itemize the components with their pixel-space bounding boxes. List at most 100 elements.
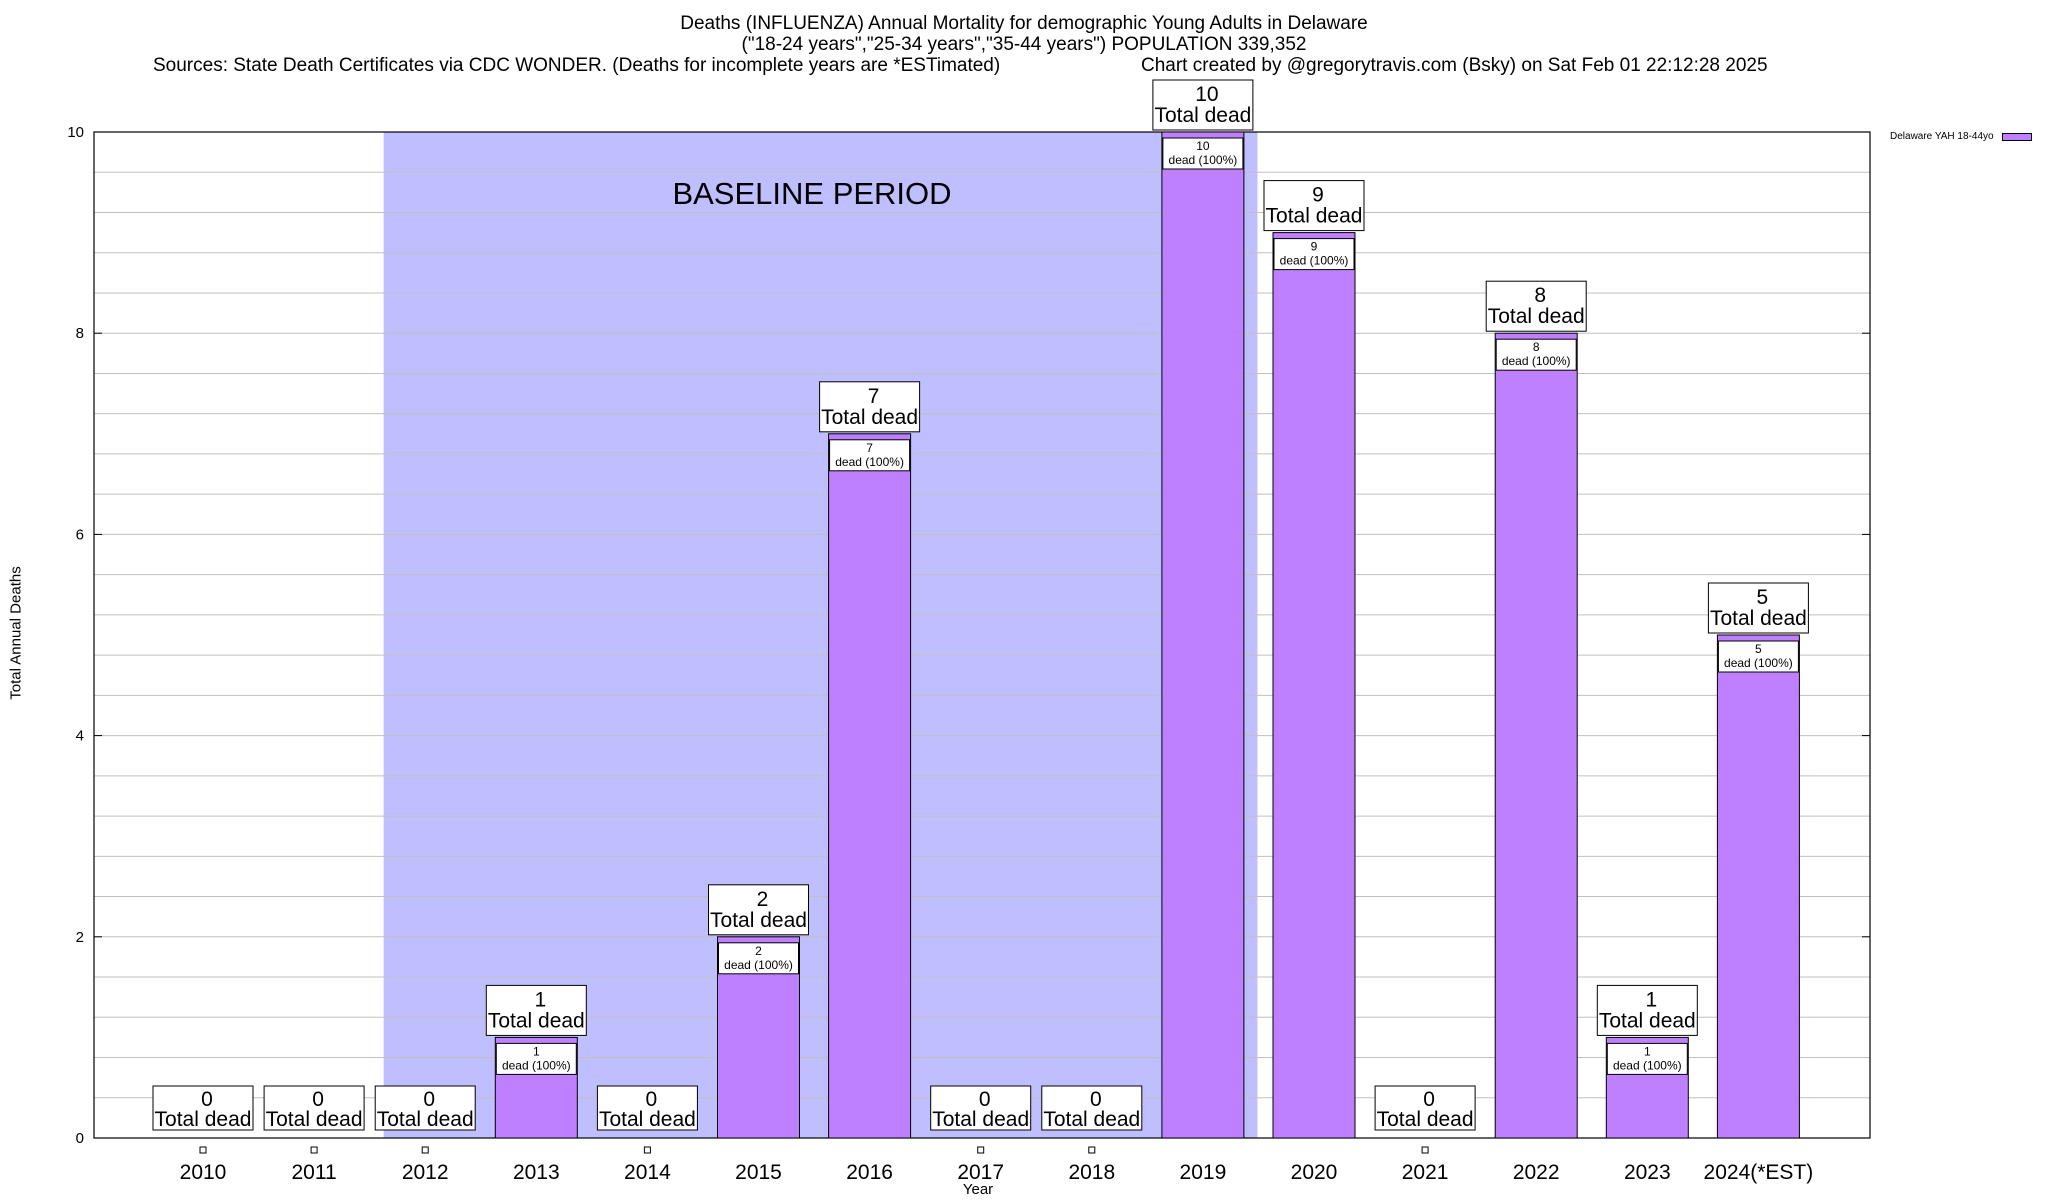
y-tick-label: 6 [76, 526, 84, 543]
bar [1494, 332, 1578, 1139]
bar-inner-label: dead (100%) [1613, 1058, 1682, 1072]
bar-total-count: 2 [757, 888, 769, 911]
chart-source-note: Sources: State Death Certificates via CD… [153, 55, 1001, 76]
plot-frame [93, 131, 1871, 1139]
x-tick-label: 2016 [846, 1161, 893, 1184]
bar-inner-count: 5 [1755, 642, 1762, 656]
bar [1272, 232, 1356, 1139]
bar-total-label-box [1041, 1085, 1143, 1131]
bar-inner-count: 2 [755, 944, 762, 958]
bar-total-count: 0 [423, 1088, 435, 1111]
zero-bar-marker [1088, 1146, 1096, 1154]
bar-total-label-box [930, 1085, 1032, 1131]
x-axis-label: Year [962, 1181, 994, 1198]
bar-inner-count: 1 [1644, 1044, 1651, 1058]
bar-total-count: 0 [1090, 1088, 1102, 1111]
bar-total-label-box [819, 381, 921, 433]
x-tick-label: 2024(*EST) [1704, 1161, 1814, 1184]
bar-total-label-box [374, 1085, 476, 1131]
y-tick-label: 10 [67, 124, 84, 141]
bar-inner-count: 1 [533, 1044, 540, 1058]
bar-inner-label: dead (100%) [1280, 254, 1349, 268]
bar-total-count: 5 [1757, 586, 1769, 609]
legend-swatch [2001, 132, 2032, 141]
bar-inner-label: dead (100%) [1502, 354, 1571, 368]
y-tick-label: 0 [76, 1130, 84, 1147]
bar-total-label: Total dead [266, 1108, 363, 1131]
bar-inner-label-box [495, 1042, 577, 1075]
zero-bar-marker [643, 1146, 651, 1154]
bar-inner-label-box [1606, 1042, 1688, 1075]
bar-inner-count: 9 [1311, 240, 1318, 254]
bar-total-label: Total dead [1266, 205, 1363, 228]
bar-total-label: Total dead [1154, 104, 1251, 127]
bar-total-label: Total dead [710, 909, 807, 932]
bar-total-count: 1 [534, 988, 546, 1011]
legend-label: Delaware YAH 18-44yo [1890, 131, 1994, 142]
x-tick-label: 2010 [180, 1161, 227, 1184]
bar-total-label: Total dead [1710, 607, 1807, 630]
baseline-label: BASELINE PERIOD [672, 176, 951, 211]
y-tick-label: 4 [76, 728, 84, 745]
bar-inner-label: dead (100%) [724, 958, 793, 972]
bar-total-label-box [596, 1085, 698, 1131]
zero-bar-marker [310, 1146, 318, 1154]
bar-total-label-box [708, 884, 809, 936]
bar-inner-label: dead (100%) [835, 455, 904, 469]
x-tick-label: 2014 [624, 1161, 671, 1184]
bar [1716, 634, 1800, 1139]
zero-bar-marker [421, 1146, 429, 1154]
x-tick-label: 2023 [1624, 1161, 1671, 1184]
bar-total-count: 7 [868, 385, 880, 408]
bar-inner-label-box [1717, 640, 1799, 673]
chart-subtitle: ("18-24 years","25-34 years","35-44 year… [741, 34, 1307, 55]
zero-bar-marker [1421, 1146, 1429, 1154]
x-tick-label: 2011 [292, 1161, 337, 1184]
bar-inner-label: dead (100%) [1169, 153, 1238, 167]
bar-total-label: Total dead [1488, 305, 1585, 328]
bar-total-label-box [1485, 280, 1587, 332]
bar-total-label: Total dead [1377, 1108, 1474, 1131]
chart-credit-note: Chart created by @gregorytravis.com (Bsk… [1141, 55, 1768, 76]
bar-total-label: Total dead [1043, 1108, 1140, 1131]
chart-title: Deaths (INFLUENZA) Annual Mortality for … [680, 13, 1368, 34]
bar-total-count: 1 [1645, 988, 1657, 1011]
bar-total-count: 0 [1423, 1088, 1435, 1111]
x-tick-label: 2018 [1068, 1161, 1115, 1184]
bar-total-count: 0 [312, 1088, 324, 1111]
bar-total-label-box [1596, 984, 1698, 1036]
zero-bar-marker [199, 1146, 207, 1154]
bar-total-label: Total dead [377, 1108, 474, 1131]
y-axis-label: Total Annual Deaths [7, 566, 25, 700]
bar-total-count: 0 [201, 1088, 213, 1111]
x-tick-label: 2015 [735, 1161, 782, 1184]
bar-total-count: 9 [1312, 184, 1324, 207]
bar-total-label-box [152, 1085, 254, 1131]
bar-total-count: 0 [979, 1088, 991, 1111]
bar-inner-label: dead (100%) [1724, 656, 1793, 670]
bar-total-count: 10 [1195, 83, 1218, 106]
x-tick-label: 2012 [402, 1161, 449, 1184]
y-tick-label: 2 [76, 929, 84, 946]
bar-total-label: Total dead [155, 1108, 252, 1131]
bar-total-label-box [485, 984, 587, 1036]
bar-inner-label-box [718, 942, 799, 975]
bar-total-label-box [1263, 180, 1365, 232]
bar-total-label: Total dead [599, 1108, 696, 1131]
bar-inner-label-box [1273, 238, 1355, 271]
bar-total-label: Total dead [488, 1009, 585, 1032]
bar-inner-count: 8 [1533, 340, 1540, 354]
bar-total-label: Total dead [821, 406, 918, 429]
bar-inner-label: dead (100%) [502, 1058, 571, 1072]
legend: Delaware YAH 18-44yo [1890, 131, 2032, 142]
zero-bar-marker [977, 1146, 985, 1154]
x-tick-label: 2022 [1513, 1161, 1560, 1184]
bar-total-count: 0 [646, 1088, 658, 1111]
bar-total-label-box [1707, 582, 1809, 634]
bar-inner-count: 10 [1196, 139, 1210, 153]
bar-total-label-box [1374, 1085, 1476, 1131]
bar-total-label-box [1152, 79, 1254, 131]
bar-total-label: Total dead [932, 1108, 1029, 1131]
bar-total-label: Total dead [1599, 1009, 1696, 1032]
